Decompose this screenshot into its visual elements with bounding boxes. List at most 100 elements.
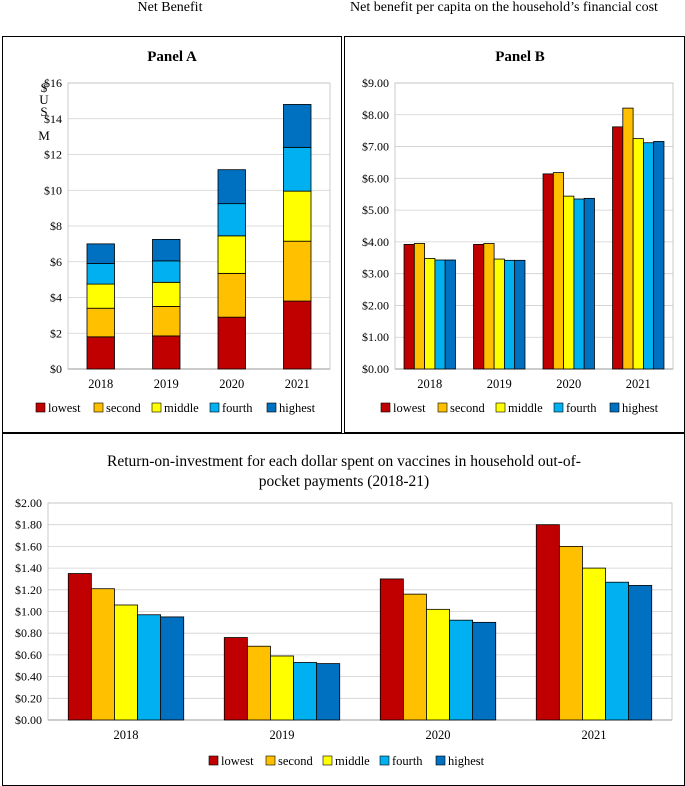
- legend-swatch-middle: [322, 755, 333, 766]
- legend-label-highest: highest: [448, 754, 485, 768]
- bar-highest-2021: [283, 104, 312, 148]
- x-tick-label: 2021: [285, 377, 310, 391]
- y-tick-label: $1.40: [15, 561, 42, 575]
- legend-label-lowest: lowest: [221, 754, 254, 768]
- bar-second-2018: [90, 588, 115, 721]
- bar-fourth-2021: [605, 581, 630, 721]
- bar-highest-2019: [316, 663, 341, 721]
- legend-swatch-highest: [609, 402, 620, 413]
- y-tick-label: $12: [44, 148, 62, 162]
- y-tick-label: $4: [50, 291, 62, 305]
- x-tick-label: 2018: [88, 377, 113, 391]
- bar-second-2019: [246, 645, 271, 721]
- y-tick-label: $2: [50, 326, 62, 340]
- bar-fourth-2020: [449, 619, 474, 721]
- y-tick-label: $5.00: [362, 203, 389, 217]
- bar-highest-2018: [160, 616, 185, 721]
- bar-middle-2021: [582, 567, 606, 721]
- bar-fourth-2018: [434, 259, 446, 370]
- y-tick-label: $8.00: [362, 108, 389, 122]
- plot-area: [394, 82, 674, 370]
- legend-swatch-highest: [435, 755, 446, 766]
- bar-fourth-2020: [573, 198, 585, 370]
- y-tick-label: $8: [50, 219, 62, 233]
- legend-label-fourth: fourth: [222, 401, 253, 415]
- plot-area: [67, 82, 331, 370]
- bar-middle-2019: [270, 655, 294, 721]
- bar-second-2018: [413, 243, 426, 370]
- legend-label-fourth: fourth: [392, 754, 423, 768]
- bar-lowest-2018: [403, 244, 415, 370]
- legend-label-second: second: [450, 401, 485, 415]
- bar-fourth-2018: [137, 614, 162, 721]
- legend-label-lowest: lowest: [48, 401, 81, 415]
- plot-area: [47, 502, 673, 721]
- bar-lowest-2021: [535, 524, 560, 721]
- legend-label-middle: middle: [335, 754, 370, 768]
- bar-fourth-2021: [283, 146, 312, 192]
- bar-highest-2018: [86, 243, 115, 264]
- y-tick-label: $9.00: [362, 76, 389, 90]
- bar-second-2020: [402, 593, 427, 721]
- bar-highest-2018: [444, 259, 456, 370]
- x-tick-label: 2018: [114, 728, 139, 742]
- legend-swatch-middle: [495, 402, 506, 413]
- bar-second-2018: [86, 307, 115, 338]
- legend-label-second: second: [278, 754, 313, 768]
- legend-swatch-highest: [266, 402, 277, 413]
- bar-highest-2019: [152, 239, 181, 262]
- bar-highest-2020: [217, 169, 246, 205]
- y-tick-label: $1.60: [15, 539, 42, 553]
- y-tick-label: $2.00: [362, 298, 389, 312]
- legend-label-second: second: [106, 401, 141, 415]
- y-tick-label: $6.00: [362, 171, 389, 185]
- bar-second-2021: [558, 546, 583, 721]
- bar-fourth-2020: [217, 203, 246, 237]
- y-tick-label: $10: [44, 183, 62, 197]
- bar-lowest-2020: [542, 173, 554, 370]
- y-tick-label: $0.80: [15, 626, 42, 640]
- bar-second-2021: [283, 240, 312, 302]
- y-tick-label: $1.20: [15, 583, 42, 597]
- bar-lowest-2019: [473, 244, 485, 370]
- y-tick-label: $0.20: [15, 691, 42, 705]
- bar-lowest-2020: [217, 316, 246, 370]
- y-tick-label: $0.40: [15, 670, 42, 684]
- x-tick-label: 2019: [154, 377, 179, 391]
- y-tick-label: $0: [50, 362, 62, 376]
- y-tick-label: $0.60: [15, 648, 42, 662]
- y-axis-label-char: $: [41, 80, 48, 95]
- bar-lowest-2019: [152, 335, 181, 370]
- bar-lowest-2018: [67, 573, 92, 721]
- y-axis-label-char: U: [39, 92, 49, 107]
- bar-lowest-2020: [379, 578, 404, 721]
- bar-middle-2020: [217, 235, 246, 274]
- y-tick-label: $0.00: [15, 713, 42, 727]
- x-tick-label: 2020: [556, 377, 581, 391]
- legend-swatch-lowest: [35, 402, 46, 413]
- legend-swatch-fourth: [553, 402, 564, 413]
- bar-fourth-2019: [152, 260, 181, 283]
- bar-second-2019: [152, 306, 181, 337]
- y-tick-label: $1.00: [362, 330, 389, 344]
- legend-label-highest: highest: [622, 401, 659, 415]
- y-tick-label: $1.00: [15, 605, 42, 619]
- y-axis-label-char: M: [38, 128, 50, 143]
- legend-label-fourth: fourth: [566, 401, 597, 415]
- bar-lowest-2021: [283, 300, 312, 370]
- bar-middle-2019: [152, 281, 181, 307]
- y-tick-label: $16: [44, 76, 62, 90]
- legend-label-lowest: lowest: [393, 401, 426, 415]
- bar-second-2019: [483, 243, 495, 370]
- chart-title-2: Return-on-investment for each dollar spe…: [107, 453, 581, 490]
- bar-middle-2020: [563, 195, 575, 370]
- x-tick-label: 2018: [417, 377, 442, 391]
- legend-label-middle: middle: [164, 401, 199, 415]
- x-tick-label: 2020: [426, 728, 451, 742]
- bar-fourth-2021: [642, 142, 655, 370]
- bar-second-2020: [552, 172, 565, 370]
- bar-second-2020: [217, 272, 246, 318]
- bar-middle-2020: [426, 608, 450, 721]
- bar-fourth-2018: [86, 263, 115, 285]
